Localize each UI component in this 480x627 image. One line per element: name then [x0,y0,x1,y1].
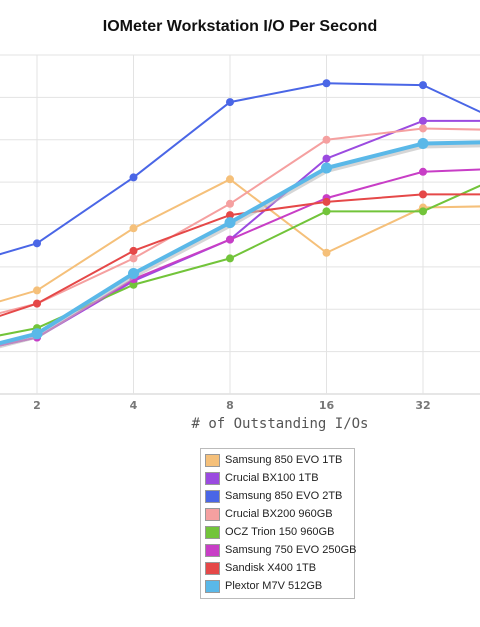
series-1 [0,116,480,347]
legend-swatch [205,543,220,557]
data-point [33,239,41,248]
data-point [129,224,138,233]
data-point [224,217,236,229]
legend-label: Sandisk X400 1TB [225,562,317,574]
data-point [419,124,427,133]
legend-swatch [205,471,220,485]
data-point [129,254,138,263]
legend-swatch [205,453,220,467]
data-point [419,167,427,176]
data-point [419,207,427,216]
data-point [322,135,331,144]
x-axis-ticks: 2 4 8 16 32 [33,399,430,412]
series-2 [0,79,480,256]
data-point [321,162,332,174]
data-point [33,299,41,308]
grid-lines [0,54,480,395]
data-point [419,190,427,199]
data-point [226,199,234,208]
data-point [322,79,331,88]
legend-item: Samsung 750 EVO 250GB [201,541,357,559]
legend-swatch [205,525,220,539]
data-point [129,280,138,289]
legend-label: Samsung 850 EVO 1TB [225,454,343,466]
data-point [129,246,138,255]
legend-swatch [205,579,220,593]
legend-item: Samsung 850 EVO 2TB [201,487,354,505]
data-point [226,211,234,220]
data-point [322,154,331,163]
data-point [129,173,138,182]
series-line [0,140,480,346]
series-line [0,127,480,315]
data-point [226,175,234,184]
data-point [322,248,331,257]
data-point [417,138,429,150]
legend-item: OCZ Trion 150 960GB [201,523,354,541]
legend-label: Samsung 750 EVO 250GB [225,544,357,556]
legend-swatch [205,561,220,575]
data-point [128,267,139,279]
series-7 [0,138,480,349]
series-line [0,119,480,347]
legend: Samsung 850 EVO 1TB Crucial BX100 1TB Sams… [200,448,357,599]
data-point [226,254,234,263]
series-6 [0,190,480,317]
series-lines [0,79,480,349]
x-tick-label: 8 [226,399,234,412]
series-line [0,82,480,256]
data-point [322,207,331,216]
series-4 [0,184,480,337]
x-axis-title: # of Outstanding I/Os [191,416,369,432]
legend-label: Crucial BX100 1TB [225,472,319,484]
legend-item: Plextor M7V 512GB [201,577,354,595]
series-line [0,178,480,303]
x-tick-label: 16 [319,399,335,412]
legend-label: Crucial BX200 960GB [225,508,333,520]
legend-label: OCZ Trion 150 960GB [225,526,335,538]
legend-item: Crucial BX100 1TB [201,469,354,487]
data-point [322,197,331,206]
series-5 [0,167,480,347]
x-tick-label: 4 [130,399,138,412]
data-point [226,98,234,107]
data-point [31,328,43,340]
chart-title: IOMeter Workstation I/O Per Second [102,18,378,35]
data-point [419,116,427,125]
data-point [226,235,234,244]
series-3 [0,124,480,315]
legend-label: Plextor M7V 512GB [225,580,323,592]
x-tick-label: 2 [33,399,41,412]
legend-item: Crucial BX200 960GB [201,505,354,523]
legend-label: Samsung 850 EVO 2TB [225,490,343,502]
data-point [33,286,41,295]
x-tick-label: 32 [415,399,430,412]
legend-item: Samsung 850 EVO 1TB [201,451,354,469]
legend-swatch [205,489,220,503]
data-point [419,81,427,90]
legend-swatch [205,507,220,521]
legend-item: Sandisk X400 1TB [201,559,354,577]
